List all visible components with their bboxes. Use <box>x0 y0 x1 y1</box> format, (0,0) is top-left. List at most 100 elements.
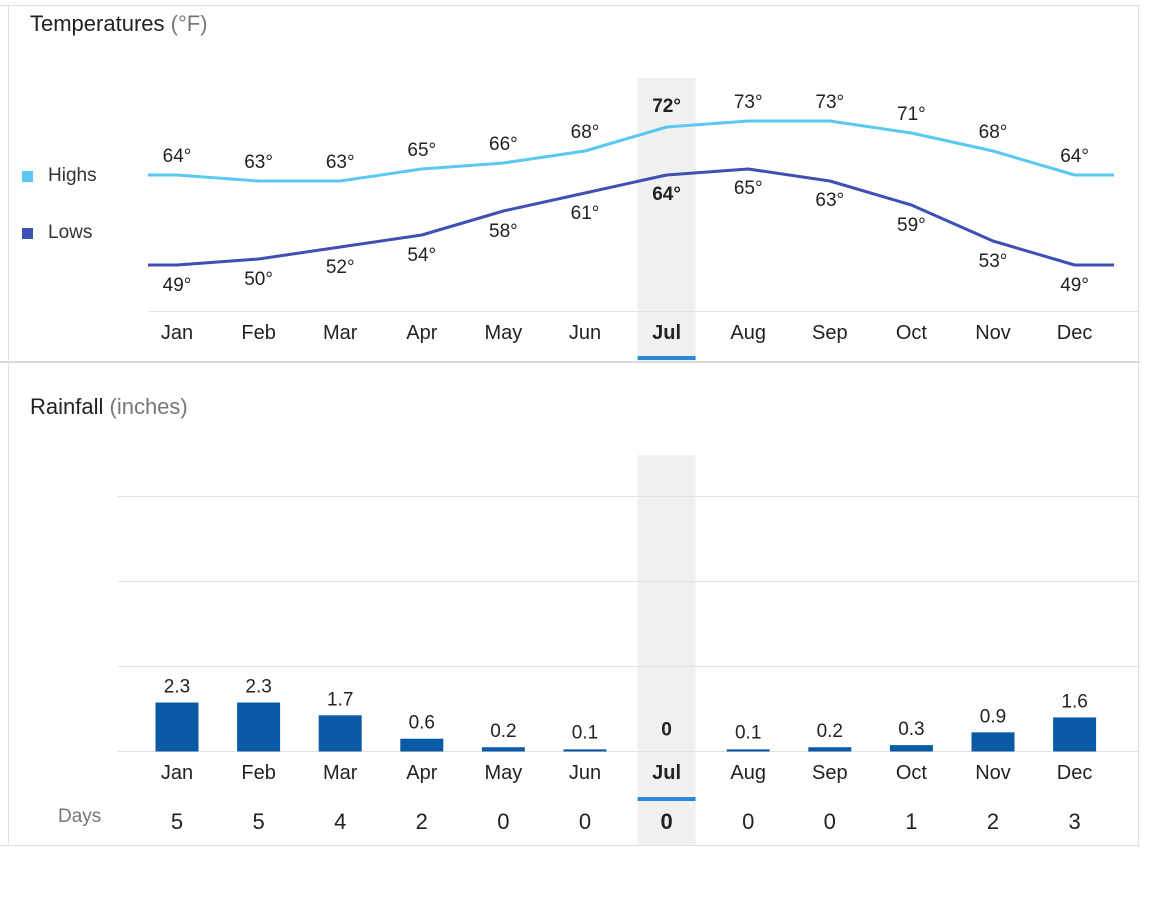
highs-data-label: 63° <box>244 152 273 173</box>
rainfall-bar <box>971 732 1015 752</box>
temperature-month-tab-sep[interactable]: Sep <box>812 322 848 344</box>
rainfall-title: Rainfall (inches) <box>30 394 188 420</box>
rainfall-bar <box>318 715 362 752</box>
rainy-days-value: 1 <box>905 809 917 834</box>
rainfall-data-label: 0 <box>661 720 672 741</box>
lows-data-label: 58° <box>489 221 518 242</box>
temperatures-title-text: Temperatures <box>30 11 165 36</box>
rainy-days-value: 2 <box>987 809 999 834</box>
legend-lows-label: Lows <box>48 222 93 243</box>
rainfall-data-label: 0.1 <box>572 723 598 744</box>
rainfall-bar <box>400 738 444 752</box>
highs-data-label: 68° <box>979 122 1008 143</box>
temperature-month-tab-jan[interactable]: Jan <box>161 322 193 344</box>
temperature-month-tab-dec[interactable]: Dec <box>1057 322 1093 344</box>
temperatures-title: Temperatures (°F) <box>30 11 208 37</box>
temperatures-unit: (°F) <box>170 11 208 36</box>
lows-swatch <box>22 227 33 239</box>
legend-lows: Lows <box>22 222 92 244</box>
rainfall-bar <box>481 747 525 752</box>
legend-highs-label: Highs <box>48 165 97 186</box>
temperature-month-tab-apr[interactable]: Apr <box>406 322 437 344</box>
rainfall-month-tab-sep[interactable]: Sep <box>812 762 848 784</box>
lows-data-label: 54° <box>407 245 436 266</box>
panel-bottom-border <box>0 845 1140 846</box>
temperature-month-tab-may[interactable]: May <box>485 322 523 344</box>
temperature-month-tab-nov[interactable]: Nov <box>975 322 1011 344</box>
rainy-days-value: 3 <box>1068 809 1080 834</box>
lows-data-label: 63° <box>815 190 844 211</box>
temperature-month-tab-aug[interactable]: Aug <box>730 322 766 344</box>
lows-data-label: 53° <box>979 251 1008 272</box>
rainfall-bar <box>563 749 607 752</box>
rainfall-month-tab-aug[interactable]: Aug <box>730 762 766 784</box>
lows-data-label: 61° <box>571 203 600 224</box>
rainy-days-value: 0 <box>579 809 591 834</box>
highs-swatch <box>22 170 33 182</box>
rainy-days-value: 4 <box>334 809 346 834</box>
temperature-month-tab-jun[interactable]: Jun <box>569 322 601 344</box>
rainfall-bar <box>155 702 199 752</box>
selected-month-highlight-temperature <box>637 78 696 361</box>
rainy-days-value: 5 <box>171 809 183 834</box>
rainfall-data-label: 0.9 <box>980 706 1006 727</box>
rainfall-month-tab-mar[interactable]: Mar <box>323 762 358 784</box>
temperature-month-tab-oct[interactable]: Oct <box>896 322 928 344</box>
rainy-days-value: 0 <box>824 809 836 834</box>
lows-data-label: 59° <box>897 215 926 236</box>
rainfall-month-tab-dec[interactable]: Dec <box>1057 762 1093 784</box>
rainfall-title-text: Rainfall <box>30 394 104 419</box>
temperature-month-tab-mar[interactable]: Mar <box>323 322 358 344</box>
panel-top-border <box>0 5 1140 6</box>
rainfall-month-tab-feb[interactable]: Feb <box>241 762 275 784</box>
rainy-days-value: 5 <box>252 809 264 834</box>
highs-data-label: 63° <box>326 152 355 173</box>
highs-data-label: 73° <box>734 92 763 113</box>
rainfall-month-tab-nov[interactable]: Nov <box>975 762 1011 784</box>
lows-data-label: 50° <box>244 269 273 290</box>
highs-data-label: 65° <box>407 140 436 161</box>
selected-month-indicator-temperature <box>637 356 696 360</box>
lows-data-label: 49° <box>163 275 192 296</box>
temperature-month-tab-feb[interactable]: Feb <box>241 322 275 344</box>
rainfall-month-tab-oct[interactable]: Oct <box>896 762 928 784</box>
rainfall-data-label: 0.2 <box>817 721 843 742</box>
rainy-days-value: 2 <box>416 809 428 834</box>
rainfall-unit: (inches) <box>109 394 188 419</box>
panel-left-border-lower <box>8 363 9 845</box>
rainfall-data-label: 0.2 <box>490 721 516 742</box>
rainy-days-value: 0 <box>497 809 509 834</box>
highs-data-label: 66° <box>489 134 518 155</box>
rainfall-bar <box>237 702 281 752</box>
rainfall-bar <box>808 747 852 752</box>
panel-divider <box>0 361 1140 363</box>
rainfall-bar <box>1053 717 1097 752</box>
highs-series-line <box>148 119 1114 183</box>
selected-month-highlight-rainfall <box>637 455 696 845</box>
rainfall-bar <box>889 745 933 752</box>
rainfall-month-tab-apr[interactable]: Apr <box>406 762 437 784</box>
rainfall-month-tab-jan[interactable]: Jan <box>161 762 193 784</box>
lows-data-label: 52° <box>326 257 355 278</box>
highs-data-label: 73° <box>815 92 844 113</box>
rainy-days-value: 0 <box>742 809 754 834</box>
highs-data-label: 64° <box>163 146 192 167</box>
rainfall-data-label: 2.3 <box>164 677 190 698</box>
highs-data-label: 68° <box>571 122 600 143</box>
lows-data-label: 49° <box>1060 275 1089 296</box>
temperature-month-tab-jul[interactable]: Jul <box>652 322 681 344</box>
lows-data-label: 64° <box>652 184 681 205</box>
panel-right-border <box>1138 5 1139 847</box>
rainfall-month-tab-jun[interactable]: Jun <box>569 762 601 784</box>
rainfall-data-label: 0.1 <box>735 723 761 744</box>
rainfall-month-tab-may[interactable]: May <box>485 762 523 784</box>
panel-left-border-upper <box>8 5 9 360</box>
highs-data-label: 71° <box>897 104 926 125</box>
rainfall-data-label: 1.7 <box>327 689 353 710</box>
rainfall-data-label: 0.3 <box>898 719 924 740</box>
legend-highs: Highs <box>22 165 97 187</box>
selected-month-indicator-rainfall <box>637 797 696 801</box>
days-label: Days <box>58 806 102 827</box>
rainfall-month-tab-jul[interactable]: Jul <box>652 762 681 784</box>
